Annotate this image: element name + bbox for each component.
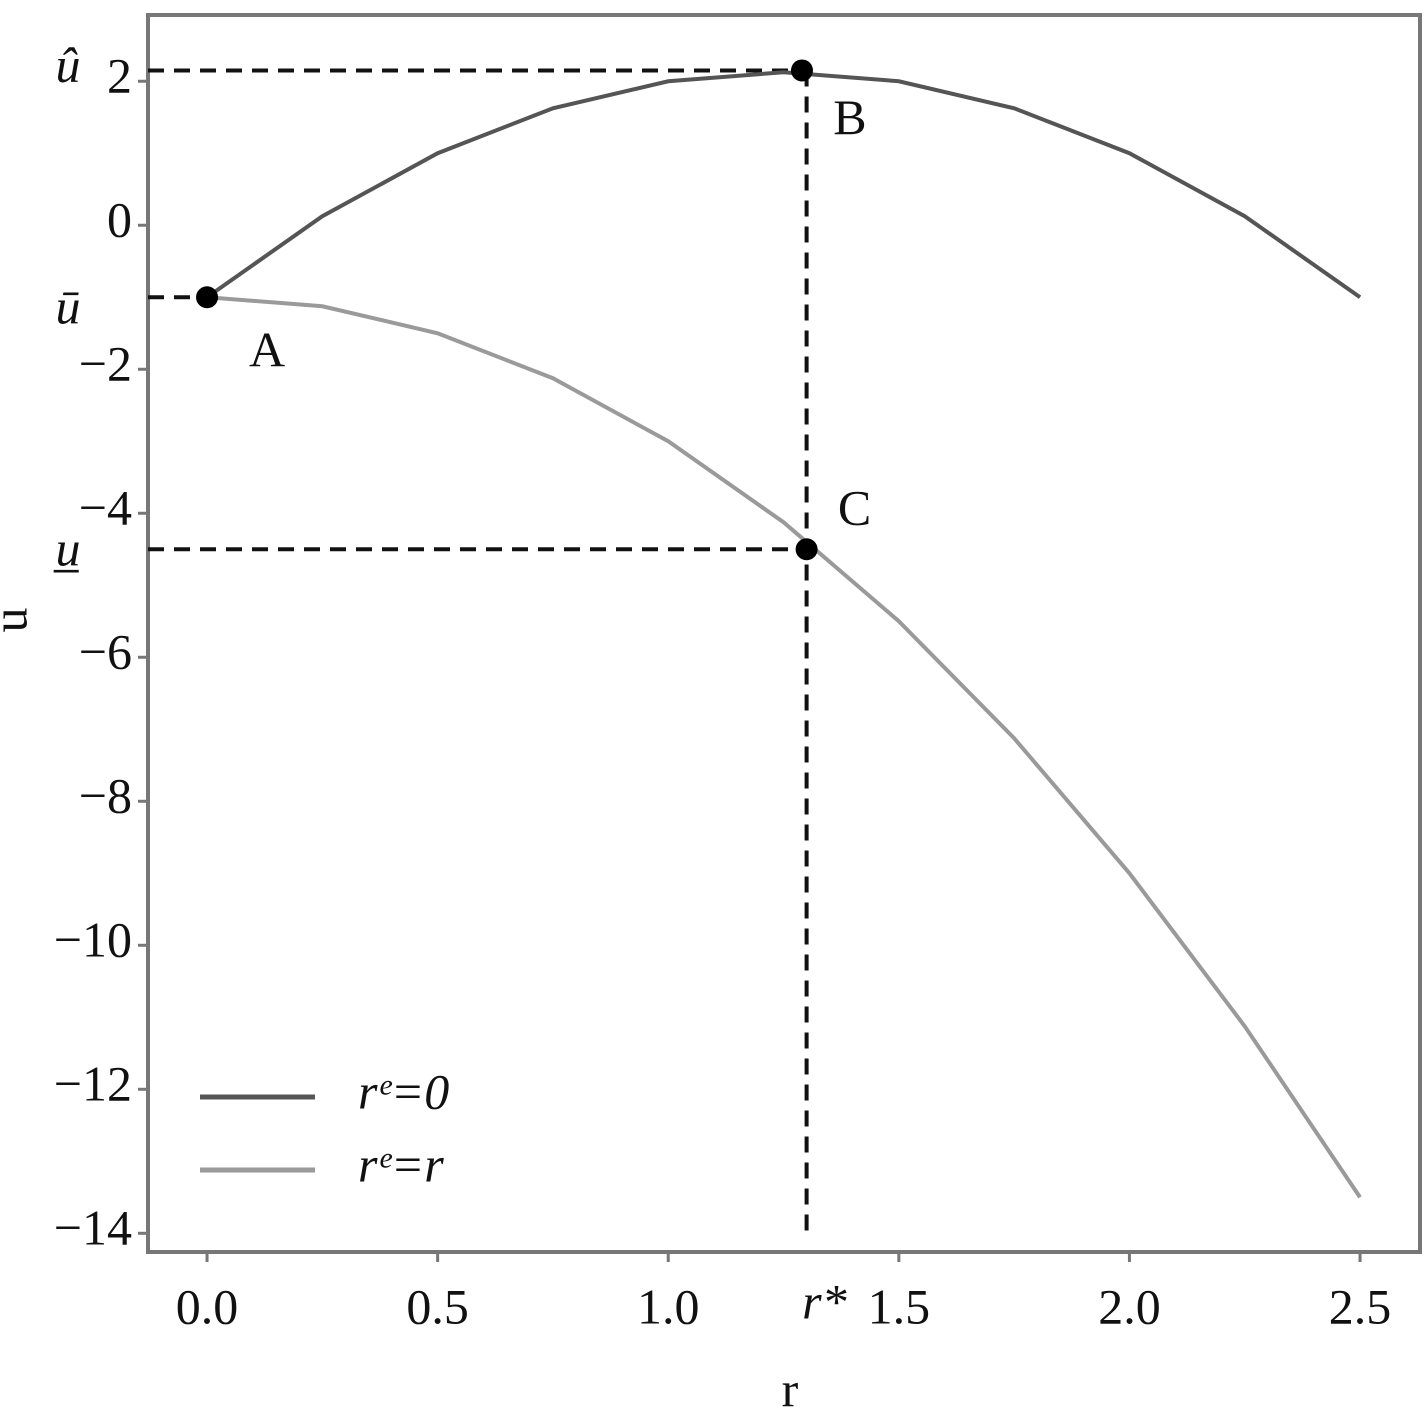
legend-label: rᵉ=0 (358, 1063, 449, 1119)
y-tick-label: −2 (79, 336, 132, 392)
x-tick-label: 1.5 (868, 1278, 931, 1334)
x-tick-label: 2.0 (1098, 1278, 1161, 1334)
point-label: B (833, 89, 866, 145)
y-marker-label: ū (56, 279, 81, 335)
y-tick-label: −10 (54, 912, 132, 968)
y-tick-label: −14 (54, 1200, 132, 1256)
y-tick-label: −12 (54, 1056, 132, 1112)
series-line (205, 70, 1362, 299)
y-tick-label: 0 (107, 192, 132, 248)
y-tick-label: 2 (107, 48, 132, 104)
y-axis-label: u (0, 608, 37, 633)
x-tick-label: 0.5 (406, 1278, 469, 1334)
point (790, 59, 813, 82)
y-tick-label: −8 (79, 768, 132, 824)
x-axis-label: r (782, 1361, 799, 1417)
x-tick-label: 2.5 (1329, 1278, 1392, 1334)
series-line (206, 295, 1362, 1199)
point-label: C (838, 480, 871, 536)
x-tick-label: 1.0 (637, 1278, 700, 1334)
legend-label: rᵉ=r (358, 1136, 444, 1192)
point (196, 286, 219, 309)
y-tick-label: −6 (79, 624, 132, 680)
x-marker-label: r* (802, 1273, 846, 1329)
point (795, 538, 818, 561)
y-marker-label: u̲ (53, 521, 81, 577)
y-marker-label: û (56, 37, 81, 93)
point-label: A (249, 322, 285, 378)
y-tick-label: −4 (79, 480, 132, 536)
x-tick-label: 0.0 (176, 1278, 239, 1334)
plot-frame (146, 13, 1422, 1254)
